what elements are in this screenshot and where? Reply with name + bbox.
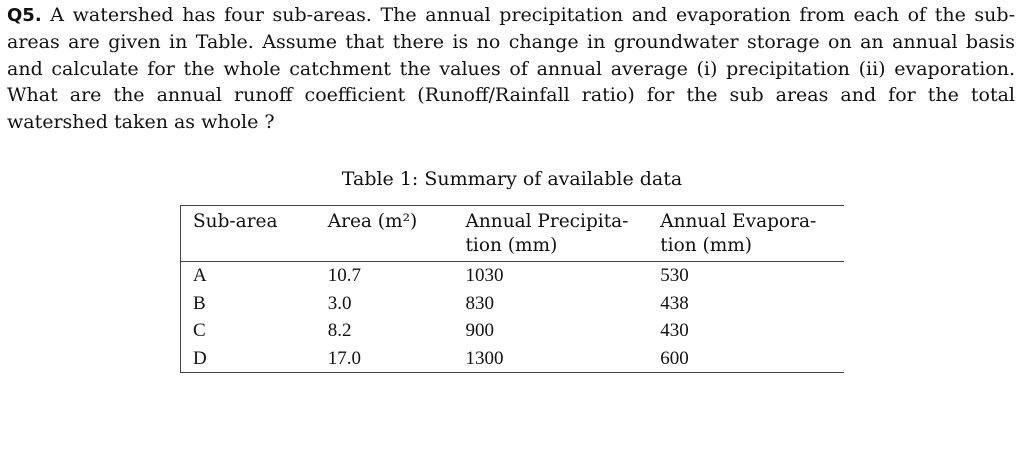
cell-area: 10.7 (327, 265, 361, 286)
table-row: B 3.0 830 438 (179, 289, 845, 317)
cell-area: 8.2 (327, 320, 352, 341)
cell-subarea: C (179, 317, 328, 345)
cell-subarea: D (179, 344, 328, 373)
cell-precipitation: 900 (465, 320, 495, 341)
cell-precipitation: 830 (465, 292, 495, 314)
cell-area: 3.0 (327, 292, 352, 314)
table-caption-text: Table 1: Summary of available data (341, 168, 683, 190)
header-area: Area (m²) (327, 211, 418, 232)
cell-subarea: A (179, 261, 328, 290)
question-number: Q5. (7, 5, 42, 26)
table-caption: Table 1: Summary of available data (0, 168, 1024, 190)
question-text: Q5. A watershed has four sub-areas. The … (7, 2, 1015, 135)
cell-subarea: B (179, 289, 328, 317)
table-row: C 8.2 900 430 (179, 317, 845, 345)
table-row: A 10.7 1030 530 (179, 261, 845, 290)
header-evaporation: Annual Evapora- tion (mm) (660, 211, 817, 256)
cell-evaporation: 438 (660, 292, 689, 314)
cell-precipitation: 1030 (465, 265, 504, 286)
table-row: D 17.0 1300 600 (179, 344, 844, 373)
cell-evaporation: 530 (660, 265, 689, 286)
header-subarea: Sub-area (179, 205, 328, 262)
cell-precipitation: 1300 (465, 347, 504, 369)
question-body: A watershed has four sub-areas. The annu… (7, 4, 1016, 133)
table-header-row: Sub-area Area (m²) Annual Precipita- tio… (179, 205, 844, 262)
data-table: Sub-area Area (m²) Annual Precipita- tio… (179, 205, 845, 373)
cell-evaporation: 430 (660, 320, 689, 341)
cell-area: 17.0 (327, 347, 361, 369)
header-precipitation: Annual Precipita- tion (mm) (465, 211, 629, 256)
cell-evaporation: 600 (660, 347, 689, 369)
